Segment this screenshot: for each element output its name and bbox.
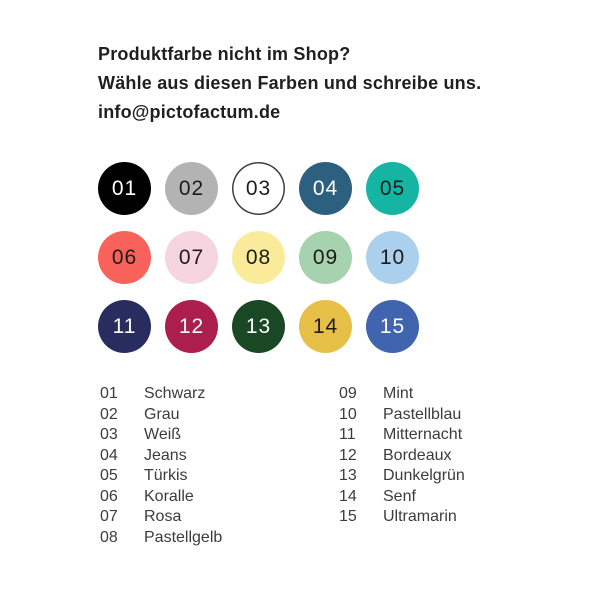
swatch-09-mint: 09 — [299, 231, 352, 284]
legend-number: 08 — [100, 528, 118, 546]
swatch-number: 14 — [312, 314, 339, 338]
swatch-06-koralle: 06 — [98, 231, 151, 284]
swatch-10-pastellblau: 10 — [366, 231, 419, 284]
legend-color-name: Rosa — [144, 508, 182, 525]
swatch-number: 02 — [178, 176, 205, 200]
legend-item-10: 10 Pastellblau — [339, 405, 465, 426]
legend-color-name: Grau — [144, 405, 180, 423]
legend-number: 05 — [100, 467, 118, 484]
swatch-number: 12 — [178, 314, 205, 338]
swatch-number: 11 — [112, 314, 137, 338]
legend-item-08: 08 Pastellgelb — [100, 528, 222, 549]
swatch-12-bordeaux: 12 — [165, 300, 218, 353]
header-title: Produktfarbe nicht im Shop? — [98, 44, 351, 64]
swatch-15-ultramarin: 15 — [366, 300, 419, 353]
swatch-number: 13 — [245, 314, 272, 338]
legend-item-02: 02 Grau — [100, 405, 222, 426]
legend-number: 11 — [339, 426, 356, 443]
legend-number: 03 — [100, 426, 118, 443]
swatch-number: 07 — [178, 245, 205, 269]
swatch-number: 10 — [379, 245, 406, 269]
legend-number: 07 — [100, 508, 118, 525]
header-block: Produktfarbe nicht im Shop? Wähle aus di… — [98, 40, 481, 127]
legend-color-name: Pastellblau — [383, 405, 462, 423]
swatch-number: 15 — [379, 314, 406, 338]
legend-item-07: 07 Rosa — [100, 507, 222, 528]
legend-number: 14 — [339, 487, 357, 505]
legend-color-name: Ultramarin — [383, 508, 457, 525]
swatch-13-dunkelgruen: 13 — [232, 300, 285, 353]
swatch-08-pastellgelb: 08 — [232, 231, 285, 284]
header-email: info@pictofactum.de — [98, 102, 281, 122]
legend-item-14: 14 Senf — [339, 487, 465, 508]
legend-number: 12 — [339, 446, 357, 464]
legend-item-06: 06 Koralle — [100, 487, 222, 508]
swatch-14-senf: 14 — [299, 300, 352, 353]
legend-color-name: Senf — [383, 487, 416, 505]
legend-item-13: 13 Dunkelgrün — [339, 466, 465, 487]
swatch-05-tuerkis: 05 — [366, 162, 419, 215]
legend-color-name: Schwarz — [144, 385, 206, 402]
legend-color-name: Koralle — [144, 487, 194, 505]
legend-color-name: Jeans — [144, 446, 187, 464]
legend-item-09: 09 Mint — [339, 384, 465, 405]
legend-item-03: 03 Weiß — [100, 425, 222, 446]
swatch-number: 01 — [111, 176, 138, 200]
legend-color-name: Mitternacht — [383, 426, 463, 443]
legend-number: 06 — [100, 487, 118, 505]
legend-number: 15 — [339, 508, 357, 525]
swatch-11-mitternacht: 11 — [98, 300, 151, 353]
swatch-number: 09 — [312, 245, 339, 269]
swatch-07-rosa: 07 — [165, 231, 218, 284]
legend-item-05: 05 Türkis — [100, 466, 222, 487]
swatch-03-weiss: 03 — [232, 162, 285, 215]
swatch-number: 03 — [245, 176, 272, 200]
legend-item-12: 12 Bordeaux — [339, 446, 465, 467]
swatch-number: 06 — [111, 245, 138, 269]
legend-item-15: 15 Ultramarin — [339, 507, 465, 528]
legend-number: 13 — [339, 467, 357, 484]
legend-color-name: Pastellgelb — [144, 528, 223, 546]
header-subtitle: Wähle aus diesen Farben und schreibe uns… — [98, 73, 482, 93]
swatch-04-jeans: 04 — [299, 162, 352, 215]
legend-item-01: 01 Schwarz — [100, 384, 222, 405]
legend-item-04: 04 Jeans — [100, 446, 222, 467]
swatch-02-grau: 02 — [165, 162, 218, 215]
legend-color-name: Türkis — [144, 467, 188, 484]
legend-number: 01 — [100, 385, 118, 402]
legend-color-name: Bordeaux — [383, 446, 452, 464]
legend-color-name: Dunkelgrün — [383, 467, 465, 484]
legend-color-name: Mint — [383, 385, 414, 402]
swatch-number: 08 — [245, 245, 272, 269]
legend-item-11: 11 Mitternacht — [339, 425, 465, 446]
legend-number: 09 — [339, 385, 357, 402]
legend-column-left: 01 Schwarz 02 Grau 03 Weiß 04 Jeans 05 Türkis… — [100, 384, 222, 548]
legend-number: 04 — [100, 446, 118, 464]
swatch-number: 05 — [379, 176, 406, 200]
legend-number: 02 — [100, 405, 118, 423]
legend-number: 10 — [339, 405, 357, 423]
legend-color-name: Weiß — [144, 426, 182, 443]
swatch-number: 04 — [312, 176, 339, 200]
color-swatch-grid: 01 02 03 04 05 06 07 08 09 10 11 12 13 1… — [98, 162, 419, 353]
legend-column-right: 09 Mint 10 Pastellblau 11 Mitternacht 12 Bor… — [339, 384, 465, 528]
swatch-01-schwarz: 01 — [98, 162, 151, 215]
